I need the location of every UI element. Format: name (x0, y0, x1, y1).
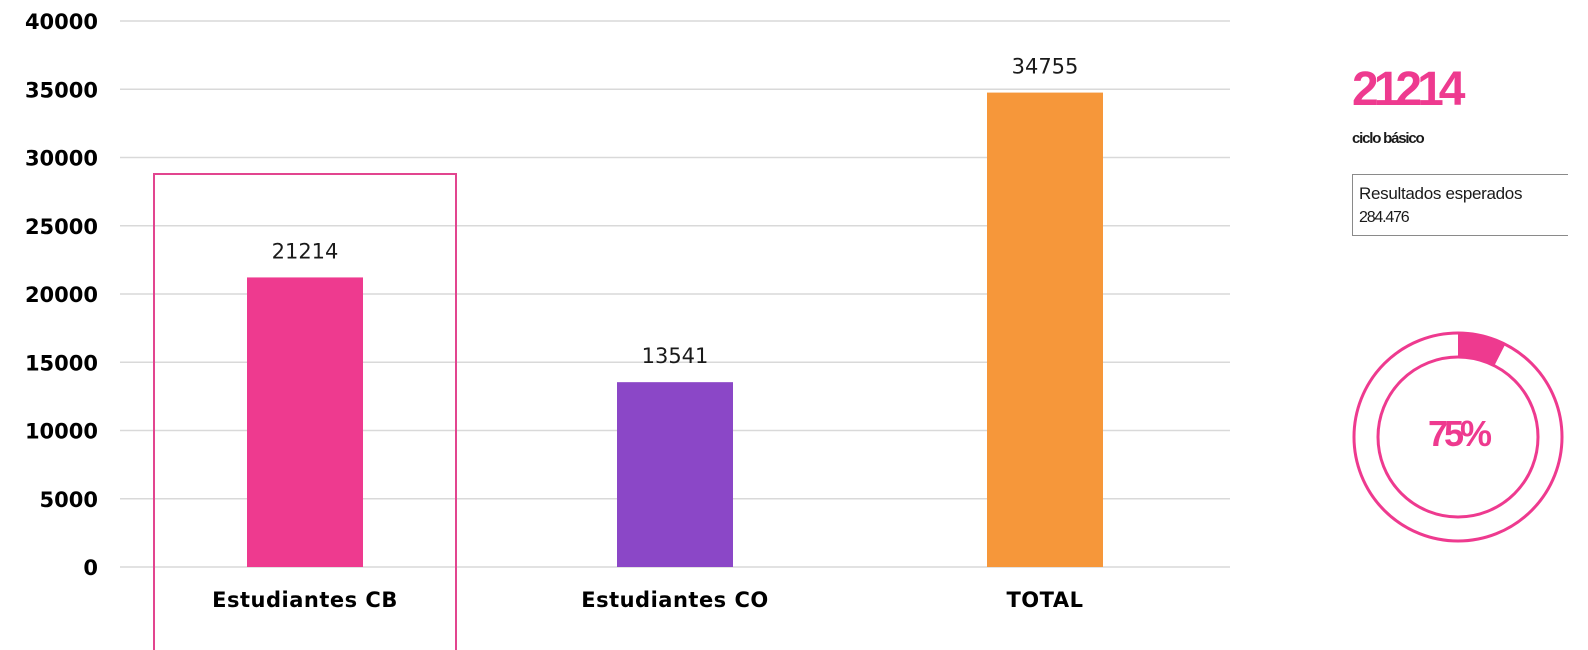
y-tick-label: 0 (83, 556, 98, 580)
y-tick-label: 30000 (25, 147, 98, 171)
big-number: 21214 (1352, 63, 1466, 116)
ring-percent-label: 75% (1427, 413, 1492, 454)
x-tick-label: Estudiantes CB (212, 588, 398, 612)
y-tick-label: 40000 (25, 10, 98, 34)
bar (987, 92, 1103, 568)
big-number-caption: ciclo básico (1352, 130, 1425, 147)
expected-results-box: Resultados esperados 284.476 (1352, 174, 1568, 236)
data-label: 34755 (1012, 55, 1079, 79)
bar (247, 277, 363, 567)
data-labels: 21214 13541 34755 (272, 55, 1079, 369)
x-axis-ticks: Estudiantes CB Estudiantes CO TOTAL (212, 588, 1083, 612)
y-tick-label: 25000 (25, 215, 98, 239)
highlight-frame (153, 173, 457, 650)
y-tick-label: 15000 (25, 351, 98, 375)
ring-progress-arc (1458, 333, 1506, 366)
bars (247, 92, 1103, 568)
summary-panel: 21214 ciclo básico Resultados esperados … (1352, 0, 1588, 650)
data-label: 13541 (642, 344, 709, 368)
x-tick-label: TOTAL (1006, 588, 1083, 612)
expected-results-title: Resultados esperados (1359, 184, 1523, 203)
y-tick-label: 5000 (40, 488, 98, 512)
y-tick-label: 10000 (25, 420, 98, 444)
bar (617, 382, 733, 567)
y-axis-ticks: 0 5000 10000 15000 20000 25000 30000 35000 40000 (25, 10, 98, 580)
y-tick-label: 35000 (25, 78, 98, 102)
y-tick-label: 20000 (25, 283, 98, 307)
bar-chart: 0 5000 10000 15000 20000 25000 30000 35000 40000… (25, 10, 1230, 650)
progress-ring (1352, 331, 1564, 543)
data-label: 21214 (272, 239, 339, 263)
expected-results-value: 284.476 (1359, 209, 1410, 226)
x-tick-label: Estudiantes CO (581, 588, 769, 612)
